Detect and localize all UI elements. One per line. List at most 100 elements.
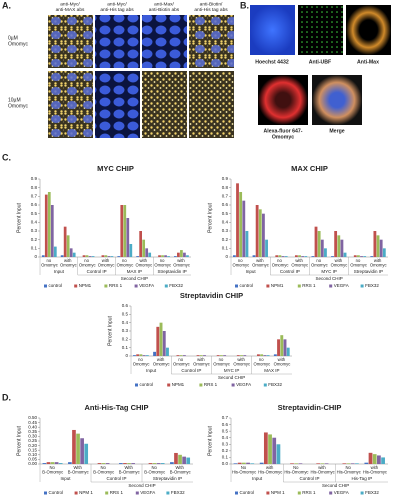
x-tick-label-line: Omomyc [233, 362, 250, 367]
x-tick-label-line: no [259, 357, 265, 362]
bar [183, 252, 186, 257]
x-tick-label: no Omomyc [232, 258, 249, 268]
group-label: Control IP [299, 476, 319, 481]
bar [276, 444, 281, 464]
x-tick-label: with His-Omomyc [258, 465, 282, 475]
x-tick-label-line: Omomyc [135, 263, 152, 268]
x-tick-label-line: no [356, 258, 362, 263]
x-tick-label-line: Omomyc [193, 362, 210, 367]
legend-label: FBX32 [365, 490, 379, 495]
y-tick-label: 0.7 [31, 194, 38, 199]
y-tick-label: 0.6 [222, 422, 229, 427]
image-label: Alexa-fluor 647- [264, 128, 303, 134]
x-tick-label-line: with [318, 465, 327, 470]
x-tick-label-line: no [277, 258, 283, 263]
column-header: anti-MAX abs [56, 7, 85, 13]
bar [236, 183, 239, 257]
x-tick-label: with Omomyc [193, 357, 210, 367]
y-tick-label: 0.25 [28, 438, 37, 443]
bar [142, 239, 146, 257]
x-tick-label-line: with [102, 258, 111, 263]
micrograph [312, 75, 362, 125]
legend-label: NPM1 [271, 283, 284, 288]
x-tick-label-line: with [157, 357, 166, 362]
y-tick-label: 0.40 [28, 424, 37, 429]
y-tick-label: 0.7 [222, 415, 229, 420]
x-tick-label-line: No [241, 465, 248, 470]
legend-label: Control [49, 490, 64, 495]
bar [266, 355, 270, 356]
column-header: anti-His tag abs [194, 7, 228, 13]
y-tick-label: 0.1 [222, 246, 229, 251]
chart-title: MAX CHIP [291, 164, 328, 173]
bar [167, 256, 170, 257]
bar [280, 335, 284, 356]
bar [379, 239, 383, 257]
x-tick-label-line: Omomyc [311, 263, 328, 268]
legend-swatch [135, 383, 138, 387]
y-tick-label: 0.2 [222, 237, 229, 242]
x-tick-label-line: no [138, 357, 144, 362]
x-tick-label: with Omomyc [60, 258, 77, 268]
y-tick-label: 0.00 [28, 461, 37, 466]
micrograph [48, 71, 93, 138]
legend-label: NPM 1 [79, 490, 93, 495]
y-tick-label: 0.8 [31, 185, 38, 190]
bar [120, 205, 124, 257]
bar [91, 256, 95, 257]
y-tick-label: 0.4 [31, 220, 38, 225]
bar [372, 454, 377, 464]
bar [156, 326, 160, 356]
y-tick-label: 0.5 [31, 211, 38, 216]
bar [223, 355, 227, 356]
bar [161, 255, 164, 257]
x-tick-label-line: with [371, 465, 380, 470]
legend-swatch [135, 491, 139, 495]
bar [272, 437, 277, 464]
bar [262, 213, 265, 257]
bar [156, 463, 161, 464]
x-tick-label: With B-Omomyc [170, 465, 191, 475]
bar [281, 256, 285, 257]
bar [186, 255, 189, 257]
y-tick-label: 0 [125, 353, 128, 358]
bar [68, 462, 72, 464]
micrograph [298, 5, 343, 55]
y-tick-label: 0.15 [28, 447, 37, 452]
y-tick-label: 0.5 [222, 211, 229, 216]
bar [126, 218, 130, 257]
bar [174, 452, 178, 464]
bar [104, 255, 108, 257]
row-label: 10µM [8, 97, 21, 103]
x-tick-label: with His-Omomyc [363, 465, 387, 475]
legend-label: RRS 1 [110, 490, 124, 495]
bar [286, 347, 290, 356]
x-tick-label: No B-Omomyc [42, 465, 63, 475]
bar [275, 255, 279, 257]
panel-label: B. [240, 0, 249, 10]
image-label: Anti-UBF [309, 59, 331, 65]
y-tick-label: 0.35 [28, 429, 37, 434]
legend-swatch [74, 491, 78, 495]
bar [294, 255, 298, 257]
x-tick-label-line: Omomyc [173, 263, 190, 268]
legend-swatch [266, 491, 270, 495]
micrograph [95, 15, 140, 68]
bar [346, 463, 351, 464]
x-tick-label-line: Omomyc [98, 263, 115, 268]
bar [381, 457, 385, 464]
x-tick-label-line: Omomyc [370, 263, 387, 268]
bar [63, 226, 67, 257]
y-tick-label: 0.9 [31, 176, 38, 181]
bar [242, 200, 246, 257]
micrograph [48, 15, 93, 68]
x-tick-label-line: His-Omomyc [232, 470, 256, 475]
bar [311, 256, 315, 257]
legend-label: Control [240, 490, 255, 495]
bar [364, 462, 369, 464]
bar [164, 255, 167, 257]
bar [320, 463, 325, 464]
x-tick-label: no Omomyc [350, 258, 367, 268]
x-tick-label: no Omomyc [272, 258, 289, 268]
x-tick-label-line: with [335, 258, 344, 263]
